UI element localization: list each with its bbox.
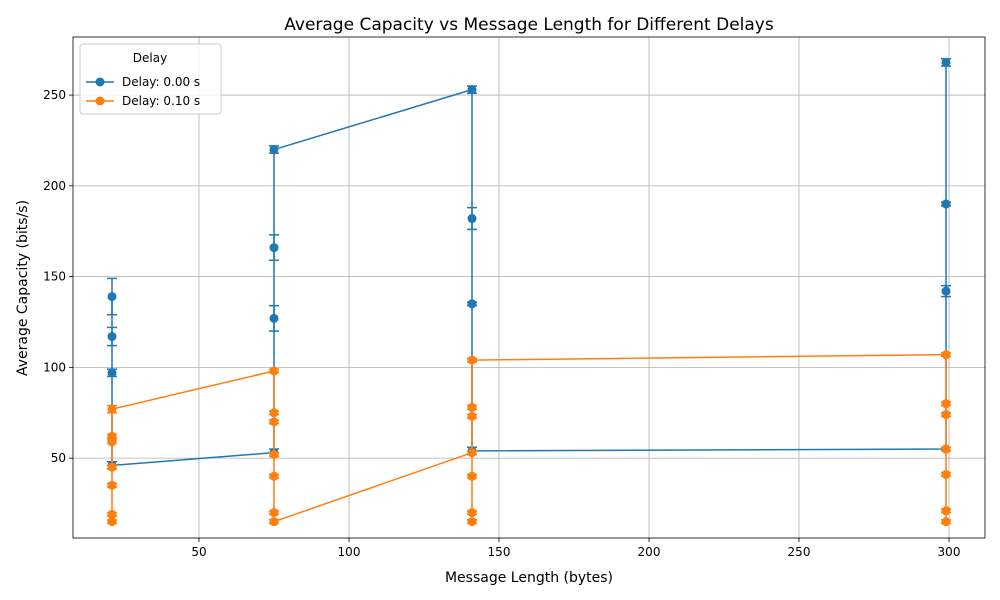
data-point: [941, 286, 951, 296]
data-point: [107, 509, 117, 519]
data-point: [941, 199, 951, 209]
data-point: [467, 448, 477, 458]
legend-box: [79, 43, 222, 115]
data-point: [107, 517, 117, 527]
data-point: [107, 462, 117, 472]
data-point: [467, 508, 477, 518]
data-point: [941, 399, 951, 409]
data-point: [941, 410, 951, 420]
x-tick-label: 250: [788, 545, 811, 559]
y-tick-label: 250: [43, 88, 66, 102]
data-point: [269, 450, 279, 459]
data-point: [467, 471, 477, 481]
x-tick-label: 50: [191, 545, 206, 559]
data-point: [107, 404, 117, 414]
legend-label: Delay: 0.10 s: [122, 94, 200, 108]
legend-title: Delay: [133, 51, 167, 65]
legend: Delay Delay: 0.00 s Delay: 0.10 s: [79, 43, 222, 115]
y-axis-label: Average Capacity (bits/s): [15, 200, 31, 376]
plot-frame: [72, 36, 986, 539]
x-axis-label: Message Length (bytes): [445, 570, 613, 586]
data-point: [941, 444, 951, 454]
y-tick-label: 100: [43, 360, 66, 374]
data-point: [941, 506, 951, 516]
data-point: [269, 145, 279, 155]
data-point: [467, 402, 477, 412]
data-point: [467, 214, 477, 224]
x-tick-label: 300: [938, 545, 961, 559]
data-point: [941, 350, 951, 360]
data-point: [941, 469, 951, 479]
data-point: [269, 366, 279, 376]
data-point: [107, 332, 117, 342]
data-point: [107, 480, 117, 490]
legend-label: Delay: 0.00 s: [122, 75, 200, 89]
data-point: [269, 517, 279, 527]
y-tick-label: 200: [43, 179, 66, 193]
data-point: [107, 431, 117, 441]
data-point: [107, 292, 117, 302]
data-point: [269, 508, 279, 518]
data-point: [269, 408, 279, 418]
legend-items: Delay: 0.00 s Delay: 0.10 s: [86, 75, 200, 108]
data-point: [941, 517, 951, 527]
x-tick-label: 200: [638, 545, 661, 559]
data-point: [467, 411, 477, 421]
chart-title: Average Capacity vs Message Length for D…: [284, 15, 774, 35]
data-point: [941, 57, 951, 67]
y-tick-label: 150: [43, 270, 66, 284]
data-point: [467, 299, 477, 309]
data-point: [269, 313, 279, 323]
axis-ticks: 50 100 150 200 250 300 50 100 150 200 250: [43, 88, 960, 559]
grid-lines: [73, 37, 985, 538]
data-point: [269, 417, 279, 427]
data-point: [467, 355, 477, 365]
series-2: [107, 350, 951, 527]
y-tick-label: 50: [51, 451, 66, 465]
x-tick-label: 100: [338, 545, 361, 559]
data-point: [107, 368, 117, 378]
series-layer: [107, 57, 951, 527]
legend-marker: [95, 77, 105, 87]
x-tick-label: 150: [488, 545, 511, 559]
data-point: [269, 243, 279, 253]
legend-marker: [95, 96, 105, 106]
data-point: [467, 85, 477, 95]
data-point: [467, 517, 477, 527]
data-point: [269, 471, 279, 481]
